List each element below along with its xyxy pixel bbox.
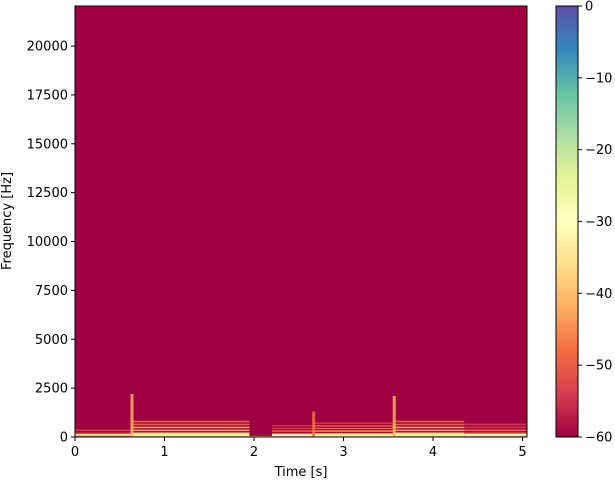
spectrogram-band (75, 423, 131, 426)
y-tick-label: 0 (60, 431, 68, 446)
x-tick-label: 2 (250, 445, 258, 460)
spectrogram-band (312, 427, 393, 430)
y-tick-label: 7500 (35, 284, 68, 299)
spectrogram-band (130, 435, 250, 437)
spectrogram-band (392, 420, 465, 423)
x-axis-ticks: 0 1 2 3 4 5 (71, 437, 527, 460)
spectrogram-fundamental (464, 433, 527, 436)
spectrogram-band (392, 432, 465, 435)
x-tick-label: 4 (429, 445, 437, 460)
x-tick-label: 1 (160, 445, 168, 460)
spectrogram-band (392, 429, 465, 432)
x-axis-title: Time [s] (274, 465, 328, 480)
spectrogram-event-6 (464, 420, 527, 437)
spectrogram-band (464, 426, 527, 429)
spectrogram-band (75, 420, 131, 423)
y-axis-ticks: 0 2500 5000 7500 10000 12500 15000 17500 20000 (27, 40, 75, 446)
spectrogram-band (312, 422, 393, 424)
spectrogram-band (249, 432, 272, 434)
spectrogram-band (312, 430, 393, 432)
x-tick-label: 3 (339, 445, 347, 460)
colorbar-tick-label: −10 (585, 71, 612, 86)
spectrogram-band (249, 433, 272, 435)
y-tick-label: 12500 (27, 186, 68, 201)
spectrogram-band (271, 432, 313, 435)
y-tick-label: 2500 (35, 382, 68, 397)
spectrogram-band (464, 420, 527, 423)
colorbar-tick-label: −20 (585, 143, 612, 158)
spectrogram-event-3 (271, 422, 313, 437)
spectrogram-band (312, 425, 393, 427)
spectrogram-band (464, 423, 527, 426)
spectrogram-band (75, 429, 131, 432)
plot-frame (74, 5, 528, 438)
spectrogram-onset (312, 411, 316, 437)
colorbar-tick-label: −60 (585, 431, 612, 446)
spectrogram-band (271, 430, 313, 432)
spectrogram-onset (130, 393, 134, 437)
spectrogram-band (75, 426, 131, 429)
spectrogram-band (464, 432, 527, 435)
spectrogram-event-4 (312, 411, 393, 437)
spectrogram-band (392, 426, 465, 429)
spectrogram-background (75, 6, 527, 437)
spectrogram-band (392, 435, 465, 437)
colorbar-tick-label: 0 (585, 0, 593, 15)
colorbar-tick-label: −40 (585, 287, 612, 302)
spectrogram-fundamental (392, 433, 465, 436)
y-tick-label: 17500 (27, 88, 68, 103)
spectrogram-band (249, 431, 272, 433)
y-tick-label: 5000 (35, 333, 68, 348)
spectrogram-fundamental (312, 434, 393, 437)
x-tick-label: 5 (518, 445, 526, 460)
spectrogram-band (271, 427, 313, 430)
spectrogram-band (130, 429, 250, 432)
colorbar-tick-label: −30 (585, 215, 612, 230)
colorbar-ticks: 0 −10 −20 −30 −40 −50 −60 (578, 0, 612, 446)
spectrogram-band (75, 432, 131, 435)
spectrogram-band (130, 432, 250, 435)
spectrogram-band (249, 434, 272, 436)
colorbar (555, 5, 579, 438)
spectrogram-fundamental (271, 434, 313, 437)
spectrogram-band (464, 429, 527, 432)
spectrogram-band (312, 432, 393, 435)
spectrogram-event-5 (392, 395, 465, 437)
spectrogram-fundamental (249, 435, 272, 437)
spectrogram-band (271, 422, 313, 424)
y-tick-label: 10000 (27, 235, 68, 250)
spectrogram-band (75, 435, 131, 437)
colorbar-tick-label: −50 (585, 359, 612, 374)
spectrogram-event-0 (75, 420, 131, 437)
spectrogram-band (130, 423, 250, 426)
spectrogram-band (464, 435, 527, 437)
spectrogram-band (130, 426, 250, 429)
spectrogram-band (271, 435, 313, 437)
spectrogram-band (392, 423, 465, 426)
spectrogram-band (130, 420, 250, 423)
y-axis-title: Frequency [Hz] (0, 172, 15, 270)
x-tick-label: 0 (71, 445, 79, 460)
spectrogram-fundamental (75, 433, 131, 436)
y-tick-label: 15000 (27, 137, 68, 152)
spectrogram-band (312, 435, 393, 437)
spectrogram-onset (392, 395, 396, 437)
y-tick-label: 20000 (27, 40, 68, 55)
spectrogram-band (271, 425, 313, 427)
spectrogram-fundamental (130, 433, 250, 436)
spectrogram-event-1 (130, 393, 250, 437)
